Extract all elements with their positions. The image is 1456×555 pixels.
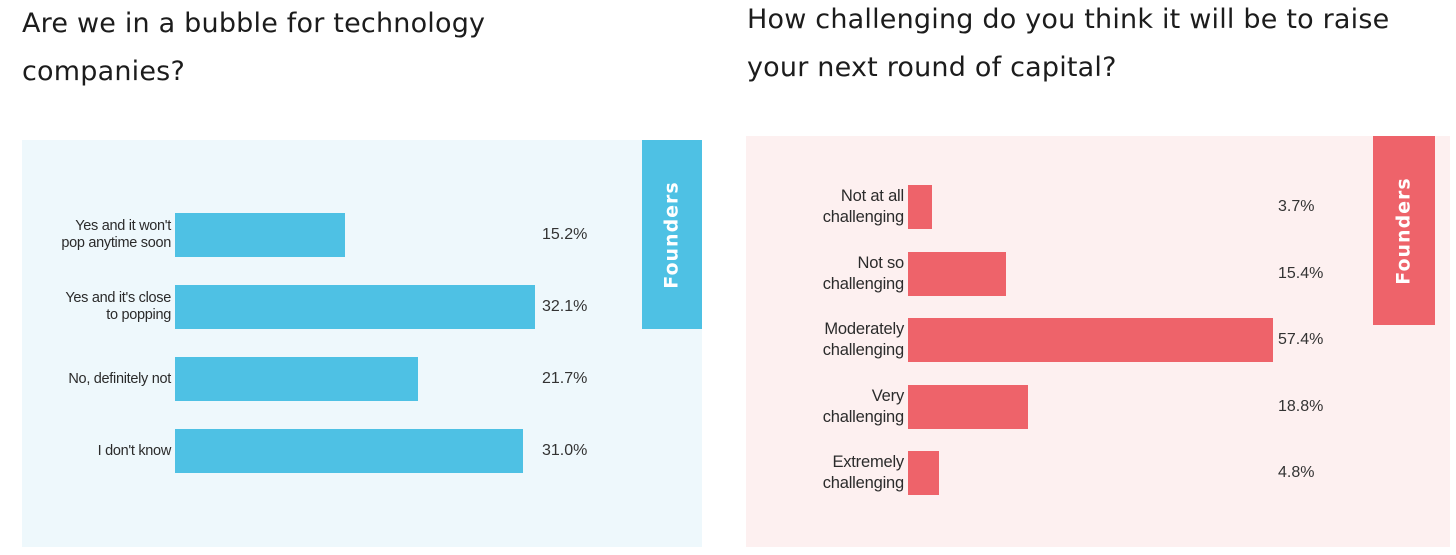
left-bar bbox=[175, 429, 523, 473]
left-bar bbox=[175, 285, 535, 329]
left-value-label: 31.0% bbox=[542, 442, 588, 459]
left-bar bbox=[175, 357, 419, 401]
right-legend-tab: Founders bbox=[1373, 136, 1435, 325]
right-bar bbox=[908, 384, 1028, 429]
right-value-label: 57.4% bbox=[1278, 331, 1324, 348]
left-legend-label: Founders bbox=[661, 180, 684, 289]
right-value-label: 15.4% bbox=[1278, 264, 1324, 282]
right-value-label: 4.8% bbox=[1278, 464, 1315, 481]
right-category-label: Very challenging bbox=[822, 386, 904, 426]
right-category-label: Not at all challenging bbox=[822, 187, 904, 226]
left-chart-panel: Founders Yes and it won't pop anytime so… bbox=[22, 140, 702, 547]
right-category-label: Extremely challenging bbox=[822, 453, 904, 492]
right-category-label: Moderately challenging bbox=[822, 320, 904, 359]
right-bar bbox=[908, 251, 1006, 296]
right-value-label: 18.8% bbox=[1278, 397, 1324, 415]
left-chart-title: Are we in a bubble for technology compan… bbox=[22, 8, 486, 87]
left-value-label: 15.2% bbox=[542, 226, 588, 243]
right-bar bbox=[908, 451, 939, 495]
left-category-label: Yes and it's close to popping bbox=[65, 290, 171, 323]
left-category-label: I don't know bbox=[97, 442, 172, 459]
right-legend-label: Founders bbox=[1393, 176, 1416, 285]
left-value-label: 21.7% bbox=[542, 370, 588, 387]
right-bar bbox=[908, 318, 1273, 362]
right-category-label: Not so challenging bbox=[822, 253, 904, 293]
left-category-label: No, definitely not bbox=[68, 370, 171, 387]
left-bar bbox=[175, 213, 346, 257]
left-legend-tab: Founders bbox=[642, 140, 702, 329]
left-category-label: Yes and it won't pop anytime soon bbox=[61, 218, 171, 251]
right-value-label: 3.7% bbox=[1278, 198, 1315, 215]
right-bar bbox=[908, 185, 932, 229]
left-value-label: 32.1% bbox=[542, 298, 588, 315]
right-chart-title: How challenging do you think it will be … bbox=[747, 4, 1390, 83]
right-chart-panel: Founders Not at all challenging 3.7% Not s… bbox=[746, 136, 1450, 547]
